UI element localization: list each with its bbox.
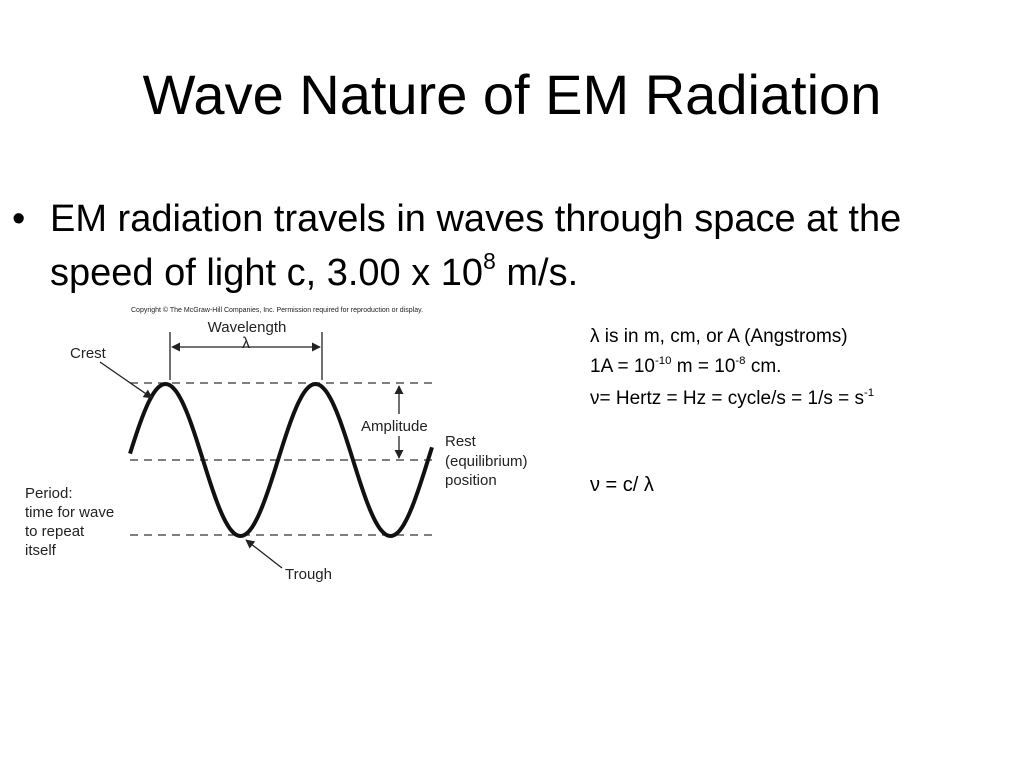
wavelength-marker xyxy=(99,332,404,569)
wave xyxy=(128,381,434,539)
formula: ν = c/ λ xyxy=(590,474,654,496)
period-label: time for wave xyxy=(25,504,114,521)
superscript: 8 xyxy=(483,248,496,275)
superscript: -8 xyxy=(735,355,746,368)
wave-diagram: Copyright © The McGraw-Hill Companies, I… xyxy=(25,306,528,583)
note-line: 1A = 10-10 m = 10-8 cm. xyxy=(590,352,874,384)
bullet-main: EM radiation travels in waves through sp… xyxy=(50,198,902,294)
lambda-label: λ xyxy=(242,335,250,352)
superscript: -10 xyxy=(654,355,672,368)
copyright: Copyright © The McGraw-Hill Companies, I… xyxy=(131,306,423,314)
label-bg xyxy=(359,414,437,436)
trough-arrow xyxy=(245,539,283,569)
bullet-tail: m/s. xyxy=(506,252,579,294)
note-line: ν= Hertz = Hz = cycle/s = 1/s = s-1 xyxy=(590,384,874,416)
period-label: itself xyxy=(25,542,57,559)
trough-label: Trough xyxy=(285,566,332,583)
period-label: to repeat xyxy=(25,523,85,540)
superscript: -1 xyxy=(864,387,875,400)
slide-title: Wave Nature of EM Radiation xyxy=(142,63,882,126)
bullet-dot: • xyxy=(12,198,26,240)
wavelength-label: Wavelength xyxy=(208,319,287,336)
note-text: 1A = 10 xyxy=(590,356,655,377)
notes: λ is in m, cm, or A (Angstroms) 1A = 10-… xyxy=(590,322,874,416)
note-line: λ is in m, cm, or A (Angstroms) xyxy=(590,326,848,347)
rest-label: (equilibrium) xyxy=(445,453,528,470)
crest-arrow xyxy=(99,361,153,399)
bullet-text: EM radiation travels in waves through sp… xyxy=(50,192,950,304)
period-label: Period: xyxy=(25,485,73,502)
note-text: cm. xyxy=(750,356,782,377)
reference-lines xyxy=(130,382,436,536)
note-text: m = 10 xyxy=(676,356,736,377)
rest-label: Rest xyxy=(445,433,477,450)
bullet: • EM radiation travels in waves through … xyxy=(12,192,972,304)
amplitude-label: Amplitude xyxy=(361,418,428,435)
crest-label: Crest xyxy=(70,345,107,362)
rest-label: position xyxy=(445,472,497,489)
note-text: ν= Hertz = Hz = cycle/s = 1/s = s xyxy=(590,388,865,409)
